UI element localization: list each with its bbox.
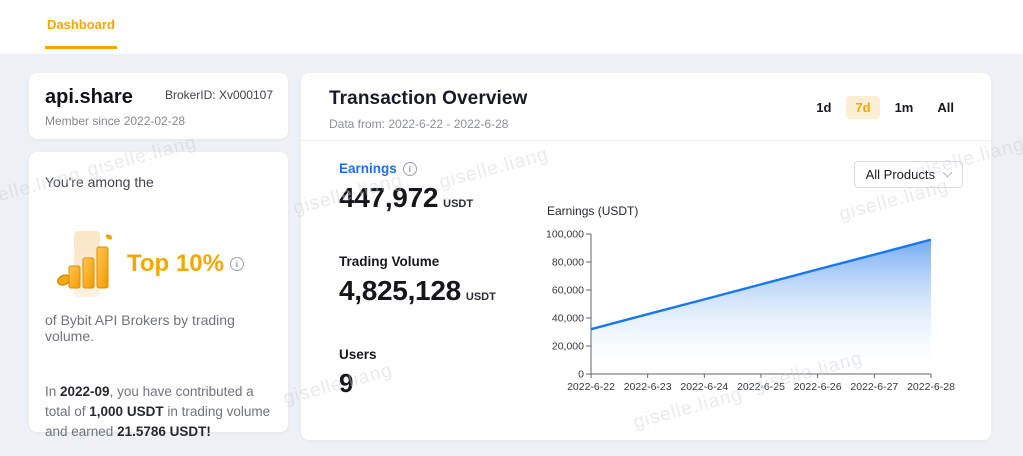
member-since: Member since 2022-02-28 <box>45 114 186 128</box>
earnings-chart-block: Earnings (USDT) 0 20,000 40,00 <box>539 204 963 398</box>
summary-text: in trading volume and earned <box>45 404 271 439</box>
rank-label: Top 10% <box>127 250 224 277</box>
svg-text:20,000: 20,000 <box>552 341 584 353</box>
svg-text:2022-6-28: 2022-6-28 <box>907 381 955 393</box>
stat-earnings: Earnings 447,972 USDT <box>339 161 539 214</box>
chevron-down-icon <box>942 167 953 178</box>
earnings-value: 447,972 USDT <box>339 182 539 214</box>
earnings-label-text: Earnings <box>339 161 397 176</box>
rank-row: Top 10% <box>57 230 272 298</box>
svg-text:40,000: 40,000 <box>552 313 584 325</box>
svg-text:2022-6-27: 2022-6-27 <box>850 381 898 393</box>
summary-text: In <box>45 384 61 399</box>
chart-title: Earnings (USDT) <box>547 204 639 218</box>
content-area: api.share BrokerID: Xv000107 Member sinc… <box>0 54 1023 440</box>
products-filter-row: All Products <box>539 161 963 188</box>
time-range-tabs: 1d 7d 1m All <box>807 96 963 119</box>
chart-column: All Products Earnings (USDT) <box>539 161 963 439</box>
svg-text:80,000: 80,000 <box>552 257 584 269</box>
summary-text: , you have contributed a total of <box>45 384 254 419</box>
svg-text:2022-6-23: 2022-6-23 <box>624 381 672 393</box>
earnings-area-chart: 0 20,000 40,000 60,000 80,000 100,000 2022-6-2… <box>546 229 955 394</box>
summary-earned: 21.5786 USDT! <box>117 424 211 439</box>
earnings-info-icon[interactable] <box>402 161 417 176</box>
stat-trading-volume: Trading Volume 4,825,128 USDT <box>339 254 539 307</box>
rank-summary: In 2022-09, you have contributed a total… <box>45 382 277 442</box>
chart-area-fill <box>591 239 931 374</box>
svg-text:100,000: 100,000 <box>546 229 584 241</box>
summary-month: 2022-09 <box>60 384 110 399</box>
svg-text:2022-6-26: 2022-6-26 <box>794 381 842 393</box>
tab-dashboard[interactable]: Dashboard <box>45 0 117 49</box>
trading-volume-number: 4,825,128 <box>339 275 461 306</box>
rank-caption: of Bybit API Brokers by trading volume. <box>45 312 235 344</box>
overview-header-text: Transaction Overview Data from: 2022-6-2… <box>329 88 527 131</box>
page-title: Transaction Overview <box>329 88 528 109</box>
products-dropdown-value: All Products <box>865 167 935 182</box>
trading-volume-value: 4,825,128 USDT <box>339 275 539 307</box>
left-column: api.share BrokerID: Xv000107 Member sinc… <box>29 73 288 440</box>
range-tab-1m[interactable]: 1m <box>894 100 914 115</box>
users-number: 9 <box>339 368 354 398</box>
products-dropdown[interactable]: All Products <box>853 161 963 188</box>
rank-card: You're among the <box>29 152 288 439</box>
rank-intro: You're among the <box>45 174 154 190</box>
rank-info-icon[interactable] <box>229 257 244 271</box>
broker-name: api.share <box>45 86 133 108</box>
svg-text:2022-6-25: 2022-6-25 <box>737 381 785 393</box>
trading-volume-label: Trading Volume <box>339 254 440 269</box>
earnings-unit: USDT <box>443 198 474 210</box>
trading-volume-unit: USDT <box>465 291 496 303</box>
overview-header: Transaction Overview Data from: 2022-6-2… <box>301 73 991 141</box>
stats-column: Earnings 447,972 USDT Trading Volume 4,82… <box>339 161 539 439</box>
chart-line <box>590 238 932 331</box>
range-tab-7d[interactable]: 7d <box>846 96 880 119</box>
svg-text:2022-6-22: 2022-6-22 <box>567 381 615 393</box>
summary-volume: 1,000 USDT <box>89 404 164 419</box>
transaction-overview-card: Transaction Overview Data from: 2022-6-2… <box>301 73 991 440</box>
earnings-label: Earnings <box>339 161 539 176</box>
svg-text:0: 0 <box>578 369 584 381</box>
svg-text:60,000: 60,000 <box>552 285 584 297</box>
broker-profile-card: api.share BrokerID: Xv000107 Member sinc… <box>29 73 288 139</box>
range-tab-all[interactable]: All <box>937 100 954 115</box>
range-tab-1d[interactable]: 1d <box>816 100 832 115</box>
overview-body: Earnings 447,972 USDT Trading Volume 4,82… <box>301 141 991 439</box>
users-label: Users <box>339 347 377 362</box>
earnings-number: 447,972 <box>339 182 439 213</box>
bar-chart-with-coin-icon <box>57 231 113 297</box>
date-range-subtitle: Data from: 2022-6-22 - 2022-6-28 <box>329 117 509 131</box>
top-nav: Dashboard <box>0 0 1023 54</box>
broker-id: BrokerID: Xv000107 <box>164 88 273 102</box>
stat-users: Users 9 <box>339 347 539 399</box>
users-value: 9 <box>339 368 539 399</box>
svg-text:2022-6-24: 2022-6-24 <box>680 381 728 393</box>
